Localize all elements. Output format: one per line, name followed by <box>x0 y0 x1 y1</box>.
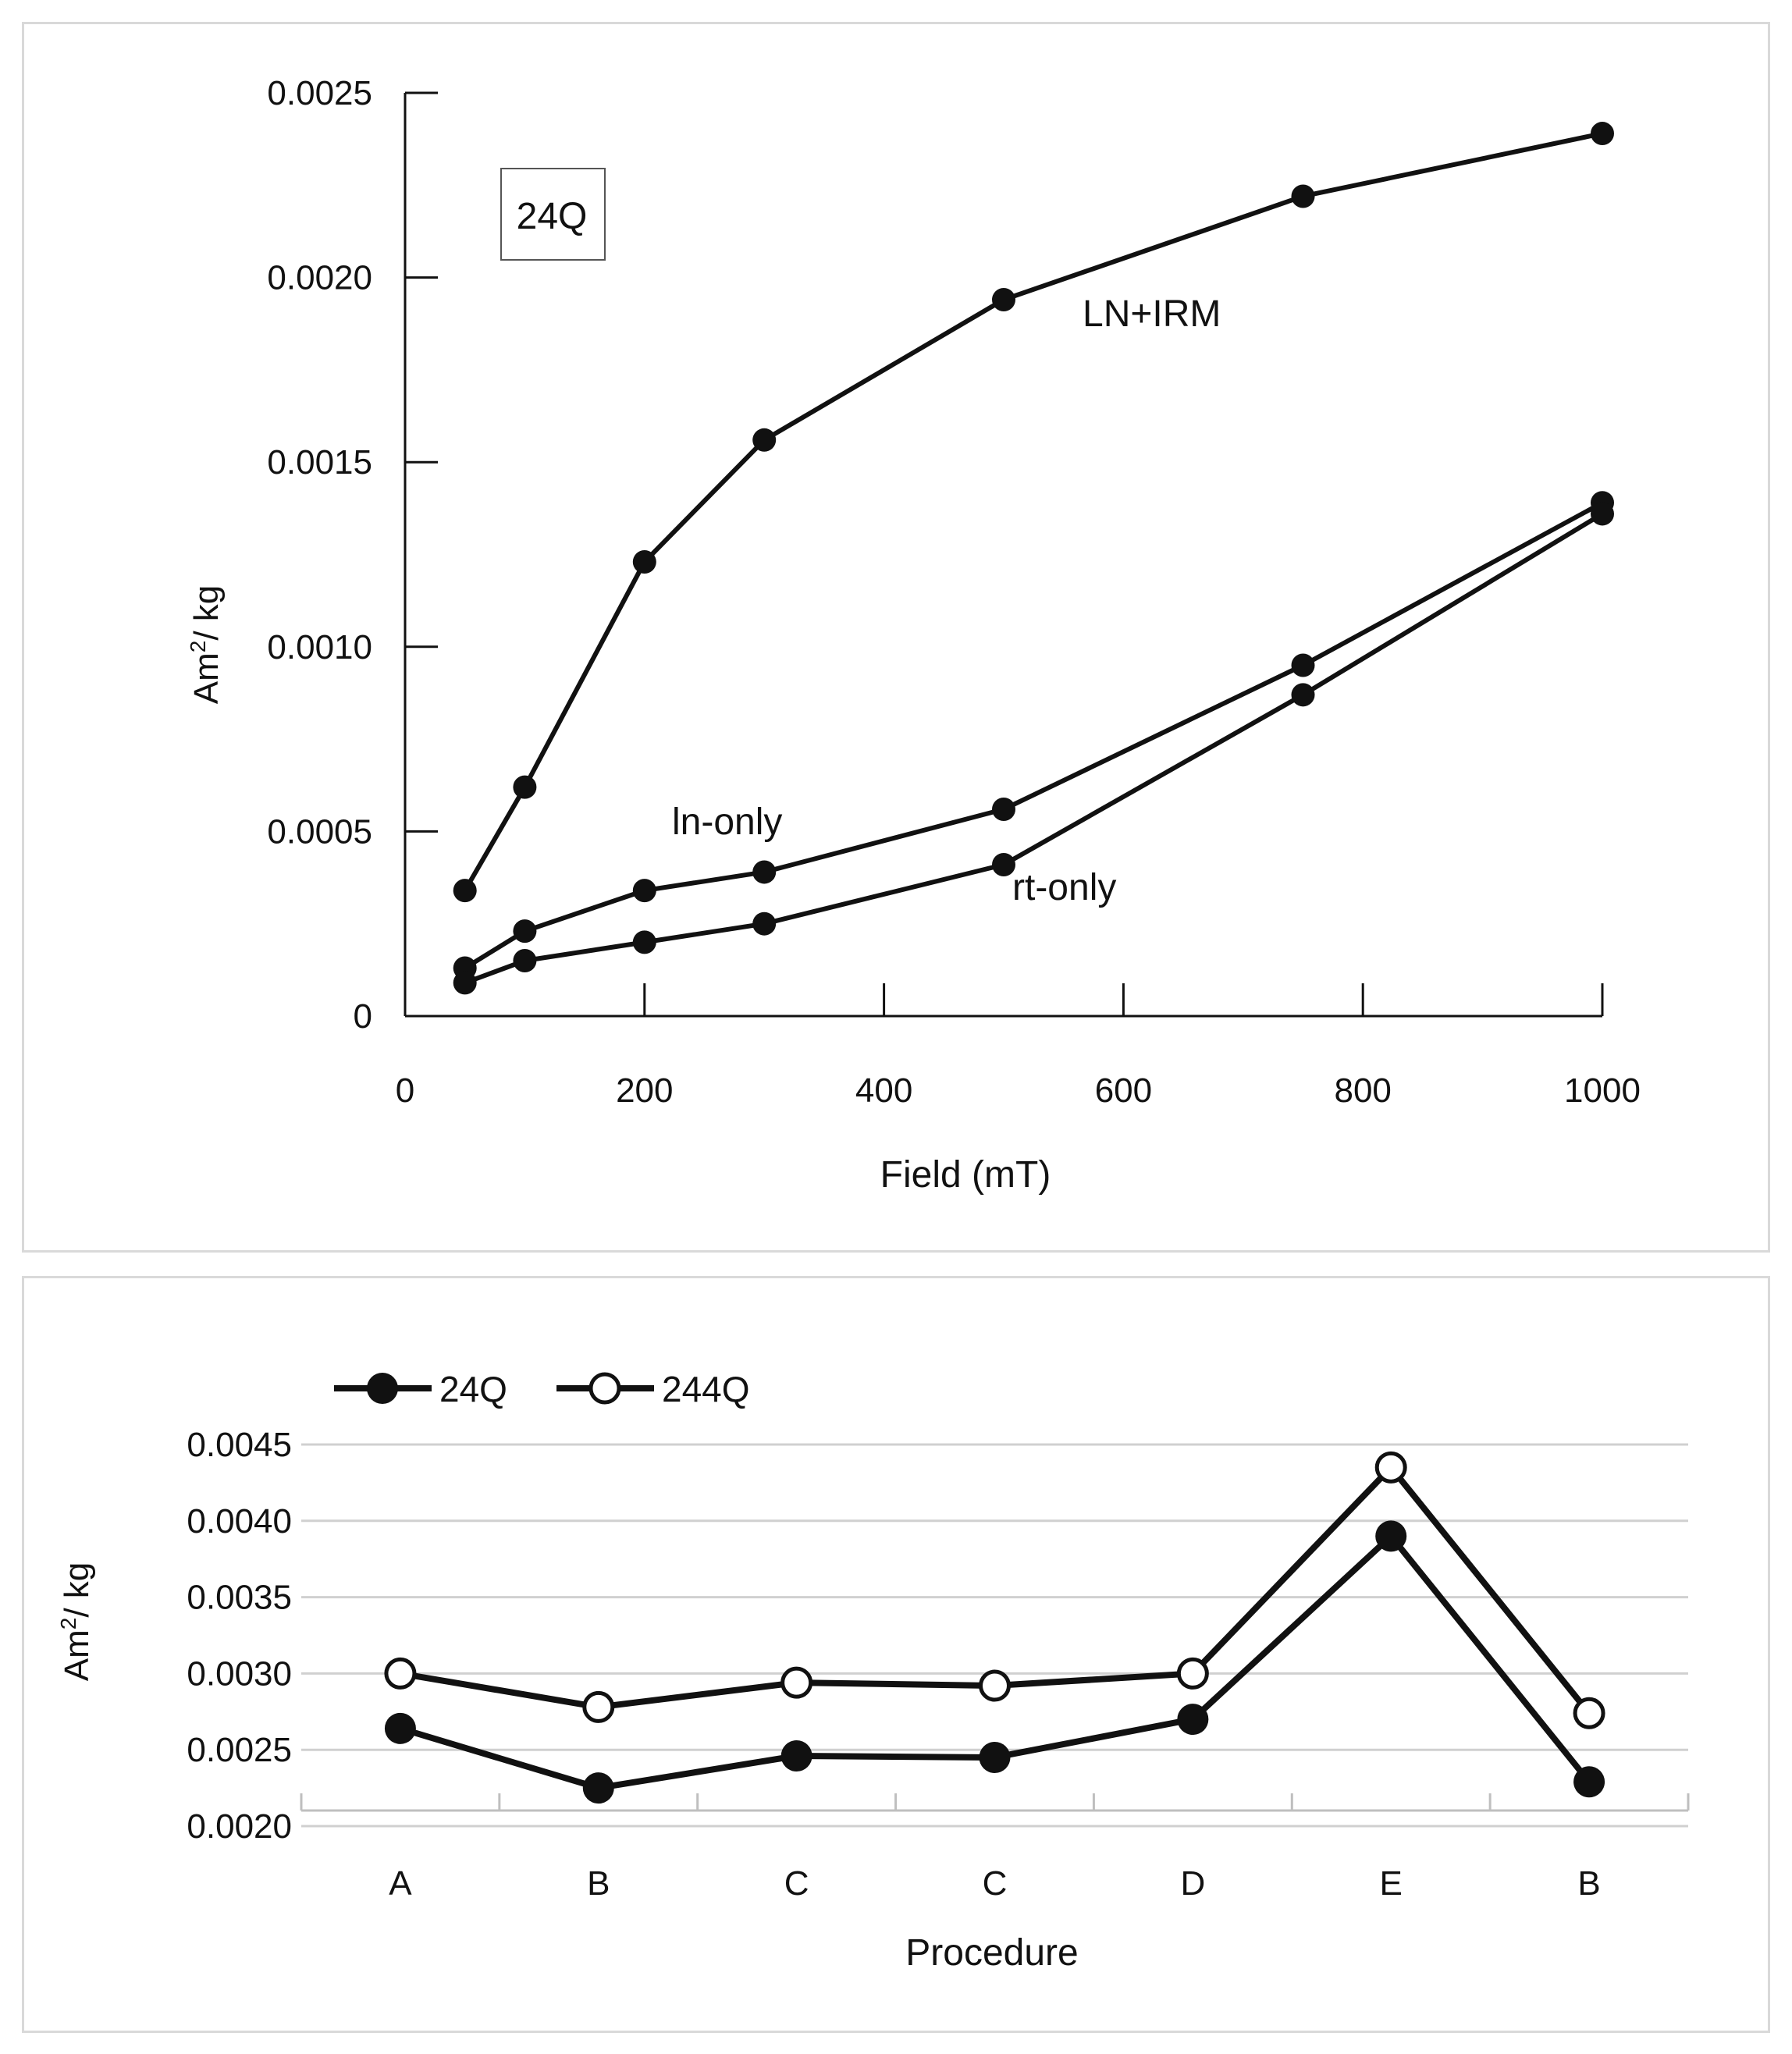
y-tick-label: 0.0020 <box>187 1807 292 1846</box>
data-point-rt-only <box>1291 683 1315 707</box>
bottom-chart-panel: 0.0020 0.0025 0.0030 0.0035 0.0040 0.0045 A B C… <box>22 1276 1770 2033</box>
y-tick-label: 0 <box>354 997 372 1036</box>
sample-label-box <box>500 168 606 261</box>
data-point-244q <box>582 1690 615 1723</box>
y-tick-label: 0.0045 <box>187 1426 292 1464</box>
data-point-rt-only <box>453 971 477 995</box>
legend-marker-244q <box>588 1372 621 1405</box>
sample-label: 24Q <box>517 196 588 237</box>
y-tick-label: 0.0005 <box>267 812 372 851</box>
x-tick-label: 200 <box>616 1071 673 1110</box>
data-point-rt-only <box>1591 502 1614 526</box>
data-point-244q <box>1176 1657 1209 1690</box>
data-point-24q <box>780 1740 812 1772</box>
data-point-244q <box>1374 1451 1407 1484</box>
data-point-ln-only <box>752 860 777 884</box>
data-point-24q <box>384 1712 416 1744</box>
x-tick-label: A <box>389 1864 412 1903</box>
series-label-rt-only: rt-only <box>1012 867 1116 908</box>
y-tick-label: 0.0025 <box>187 1731 292 1769</box>
top-chart-panel: 0 0.0005 0.0010 0.0015 0.0020 0.0025 0 200 400 60… <box>22 22 1770 1253</box>
data-point-ln-irm <box>513 775 537 799</box>
x-axis-title: Procedure <box>905 1932 1078 1974</box>
y-tick-label: 0.0010 <box>267 628 372 666</box>
data-point-rt-only <box>992 852 1015 876</box>
data-point-24q <box>1177 1704 1209 1736</box>
data-point-244q <box>780 1666 813 1699</box>
data-point-24q <box>582 1772 614 1804</box>
procedure-chart: 0.0020 0.0025 0.0030 0.0035 0.0040 0.0045 A B C… <box>56 1369 1690 1974</box>
legend-label-24q: 24Q <box>439 1369 507 1409</box>
x-tick-label: E <box>1380 1864 1403 1903</box>
x-tick-label: 600 <box>1095 1071 1152 1110</box>
series-line-rt-only <box>464 511 1604 986</box>
data-point-ln-irm <box>752 428 777 452</box>
data-point-ln-only <box>513 919 537 943</box>
x-tick-label: 400 <box>855 1071 912 1110</box>
data-point-ln-irm <box>992 287 1015 311</box>
x-tick-label: 0 <box>396 1071 414 1110</box>
series-line-ln-irm <box>463 131 1603 892</box>
y-axis-title: Am2/ kg <box>56 1562 96 1682</box>
y-tick-label: 0.0025 <box>267 74 372 112</box>
y-tick-label: 0.0020 <box>267 259 372 297</box>
x-axis-title: Field (mT) <box>880 1154 1051 1196</box>
data-point-rt-only <box>752 912 777 936</box>
y-tick-label: 0.0015 <box>267 443 372 482</box>
y-tick-label: 0.0035 <box>187 1579 292 1617</box>
y-axis-title: Am2/ kg <box>186 585 226 705</box>
y-tick-label: 0.0030 <box>187 1654 292 1693</box>
data-point-244q <box>384 1657 417 1690</box>
x-tick-label: B <box>1577 1864 1600 1903</box>
series-label-ln-only: ln-only <box>672 801 782 843</box>
x-tick-label: 800 <box>1334 1071 1391 1110</box>
data-point-ln-irm <box>1591 122 1614 146</box>
legend-marker-24q <box>367 1373 398 1404</box>
x-tick-label: D <box>1180 1864 1205 1903</box>
data-point-ln-only <box>992 798 1015 822</box>
x-tick-label: 1000 <box>1564 1071 1641 1110</box>
data-point-rt-only <box>513 949 537 973</box>
data-point-rt-only <box>632 930 656 954</box>
x-tick-label: C <box>983 1864 1008 1903</box>
legend-label-244q: 244Q <box>662 1369 750 1409</box>
data-point-ln-only <box>632 879 656 903</box>
data-point-ln-irm <box>632 549 656 574</box>
x-tick-label: B <box>587 1864 610 1903</box>
x-tick-label: C <box>784 1864 809 1903</box>
data-point-244q <box>1573 1697 1605 1729</box>
data-point-ln-irm <box>453 879 477 903</box>
data-point-24q <box>1573 1766 1605 1798</box>
data-point-24q <box>1375 1520 1407 1552</box>
field-chart: 0 0.0005 0.0010 0.0015 0.0020 0.0025 0 200 400 60… <box>186 74 1641 1196</box>
data-point-ln-only <box>1291 653 1315 677</box>
data-point-ln-irm <box>1291 184 1315 208</box>
data-point-24q <box>979 1741 1011 1773</box>
data-point-244q <box>979 1669 1011 1702</box>
series-label-ln-irm: LN+IRM <box>1083 293 1221 335</box>
y-tick-label: 0.0040 <box>187 1502 292 1540</box>
